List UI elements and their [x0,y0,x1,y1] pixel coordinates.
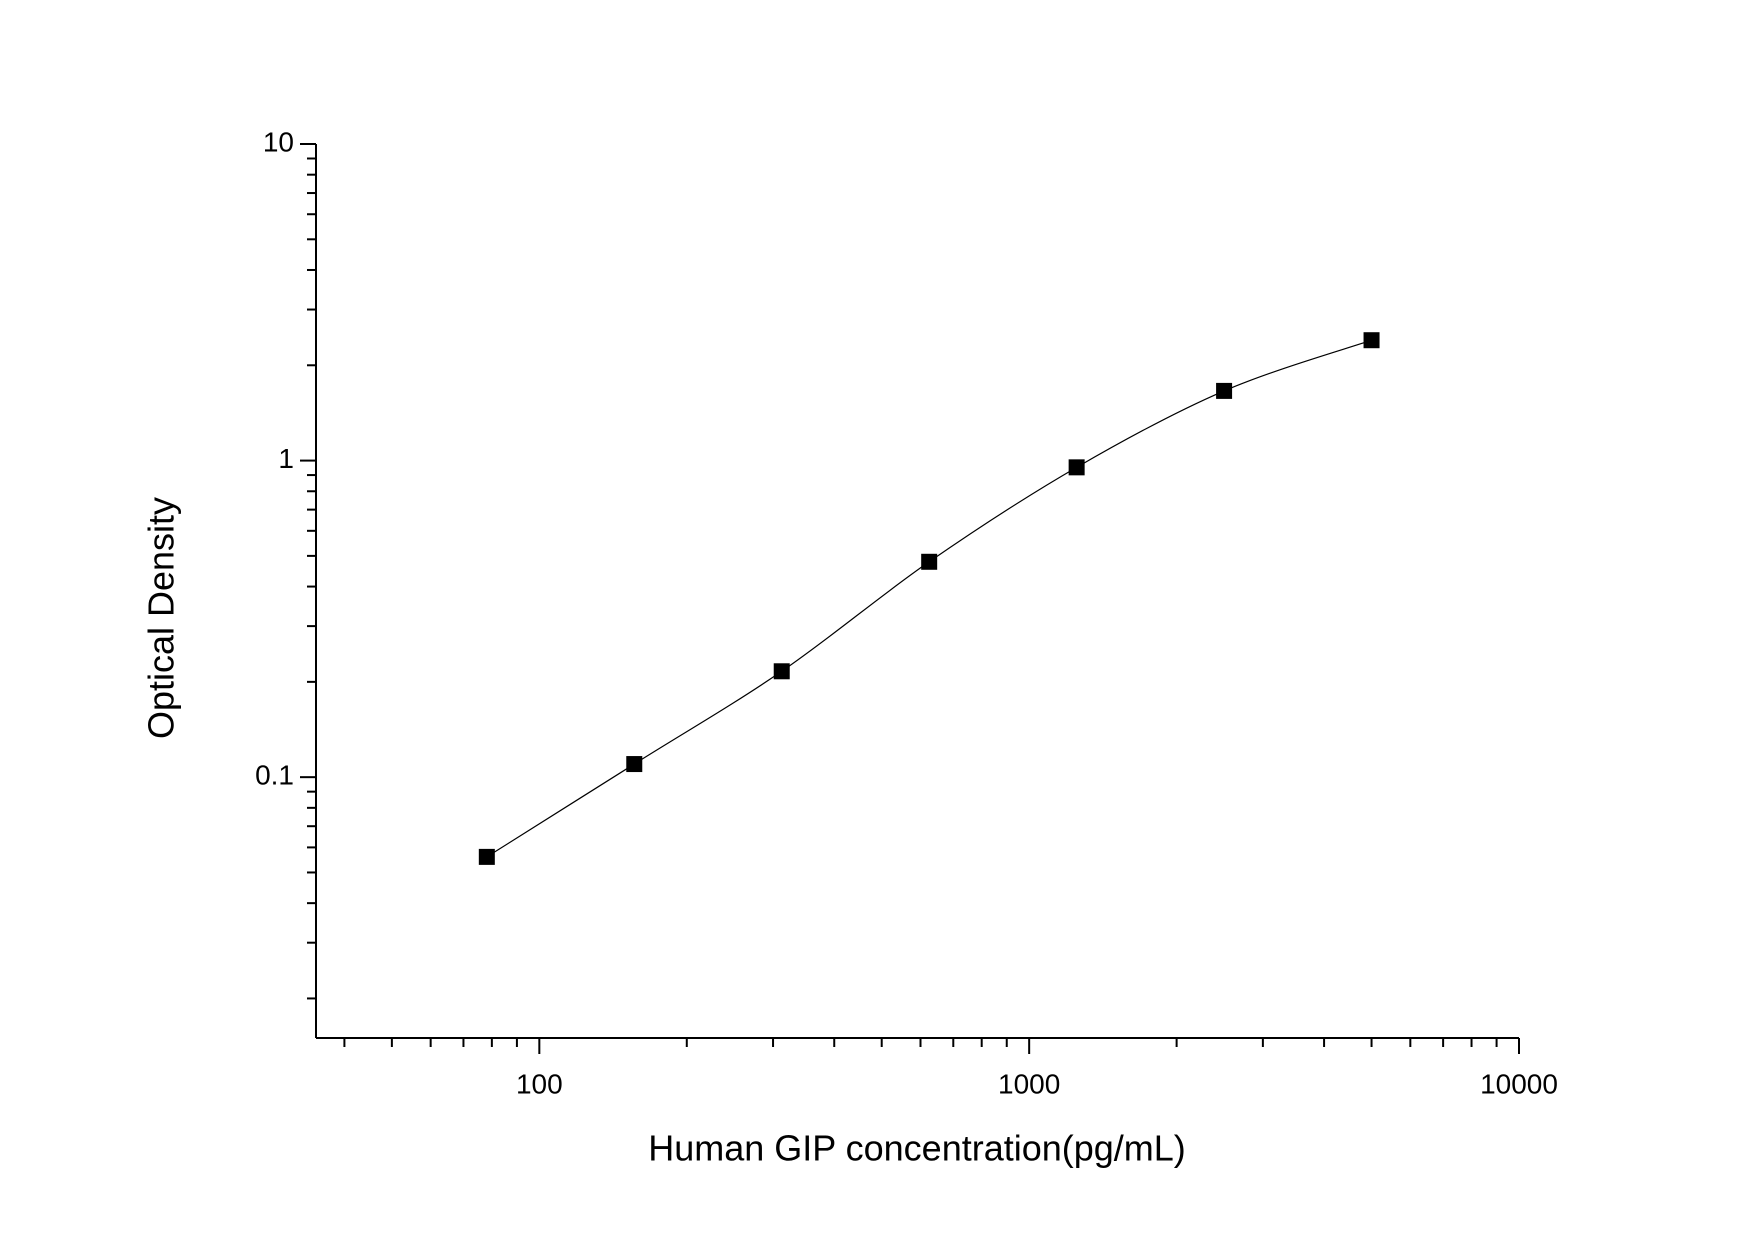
fit-curve [486,339,1372,858]
data-point [626,756,643,773]
data-point [773,663,790,680]
y-tick-label: 0.1 [255,760,294,791]
y-tick-label: 1 [278,443,294,474]
x-axis-title: Human GIP concentration(pg/mL) [648,1128,1186,1169]
y-axis-title: Optical Density [141,497,182,739]
x-tick-label: 10000 [1480,1068,1558,1099]
y-tick-label: 10 [263,126,294,157]
data-point [1216,382,1233,399]
data-point [1363,332,1380,349]
x-tick-label: 100 [516,1068,563,1099]
x-tick-label: 1000 [998,1068,1060,1099]
data-point [478,848,495,865]
data-point [1068,459,1085,476]
data-point [921,553,938,570]
